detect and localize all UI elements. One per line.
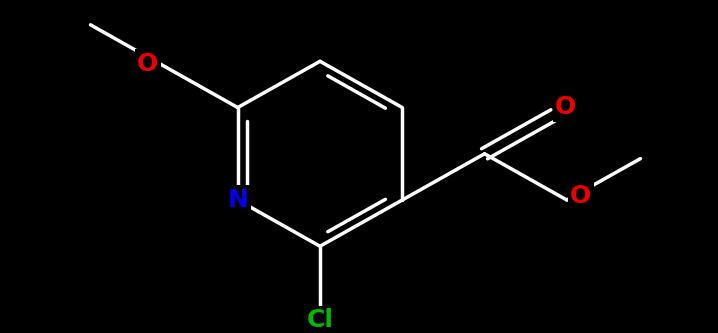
Text: O: O [555, 95, 577, 119]
Text: O: O [570, 184, 592, 208]
Text: Cl: Cl [307, 308, 333, 332]
Text: O: O [137, 52, 159, 76]
Text: N: N [228, 188, 248, 212]
